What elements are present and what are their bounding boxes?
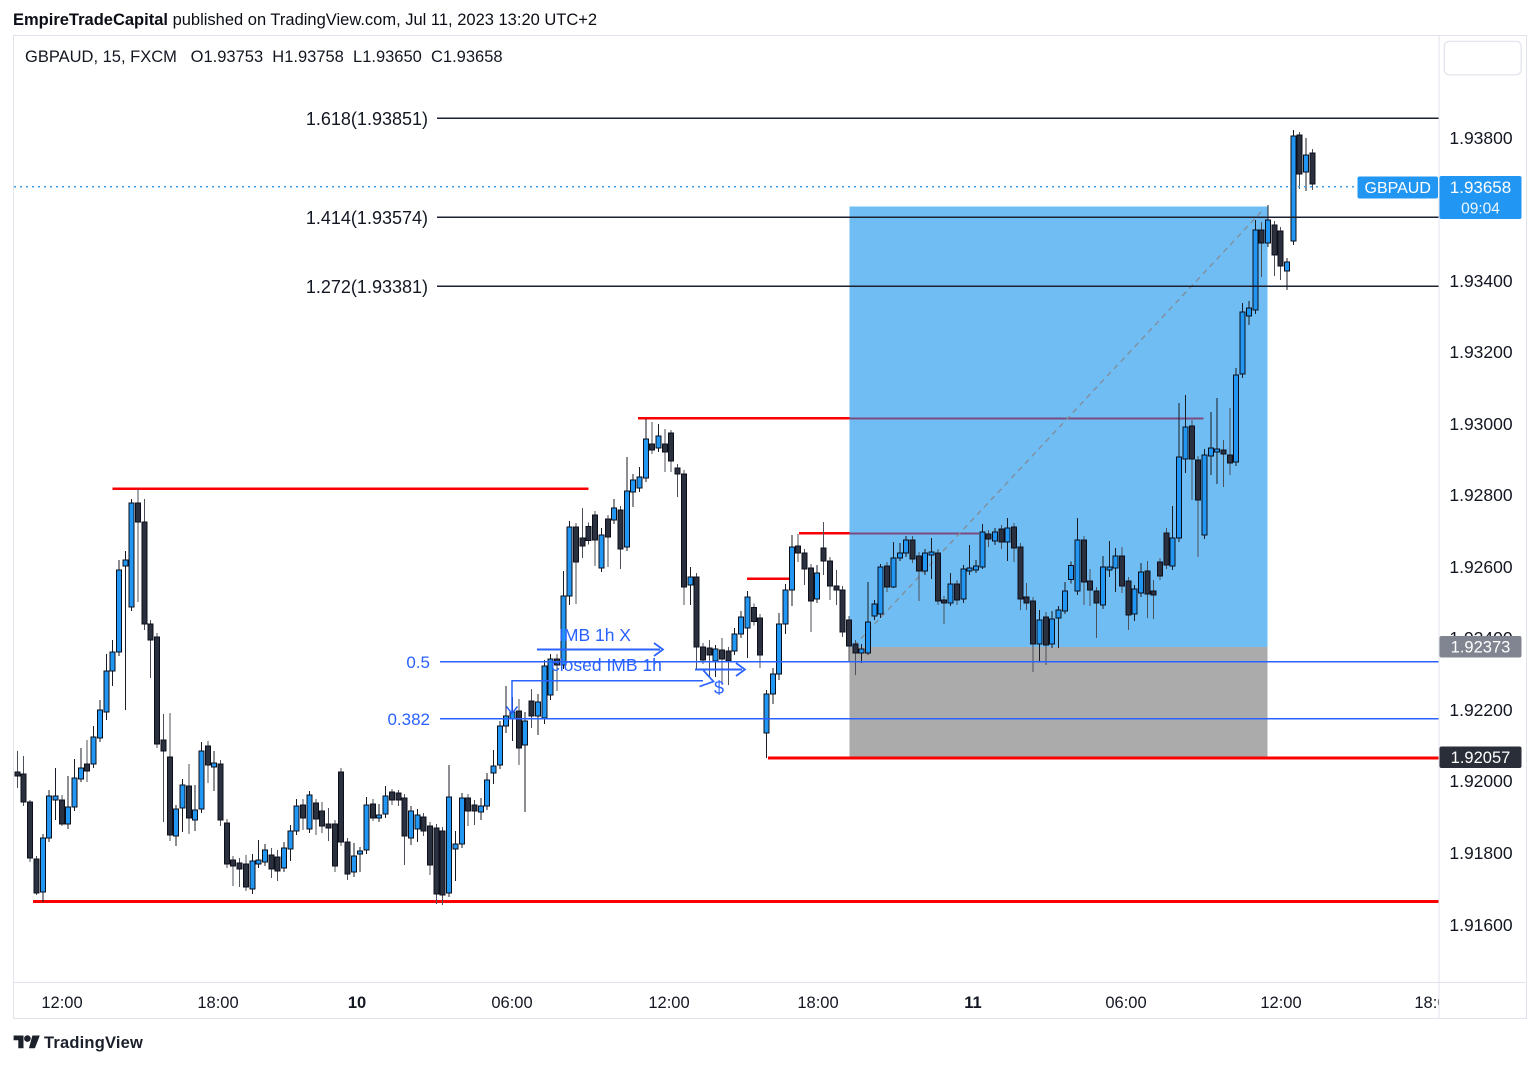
svg-text:GBPAUD: GBPAUD xyxy=(1365,180,1431,197)
svg-text:1.92057: 1.92057 xyxy=(1451,749,1511,767)
svg-text:1.93658: 1.93658 xyxy=(1450,178,1511,197)
svg-text:09:04: 09:04 xyxy=(1461,201,1500,218)
svg-text:1.92373: 1.92373 xyxy=(1451,639,1511,657)
